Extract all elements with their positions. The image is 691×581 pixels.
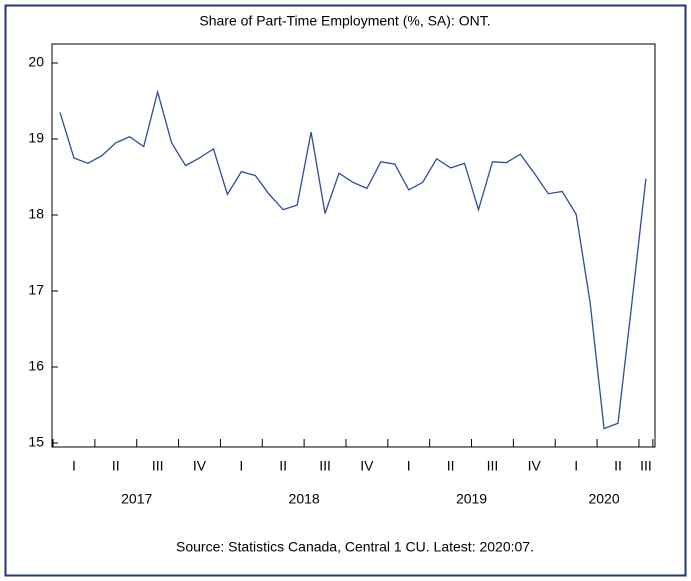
y-tick-label: 18 <box>28 206 44 222</box>
series-line <box>59 89 647 430</box>
x-tick-label: II <box>447 458 455 474</box>
source-note: Source: Statistics Canada, Central 1 CU.… <box>176 539 534 555</box>
year-label: 2019 <box>456 491 487 507</box>
x-tick-label: II <box>112 458 120 474</box>
x-tick-label: IV <box>528 458 542 474</box>
year-label: 2020 <box>588 491 619 507</box>
y-tick-label: 16 <box>28 358 44 374</box>
x-tick-label: III <box>319 458 331 474</box>
y-tick-label: 17 <box>28 282 44 298</box>
x-tick-label: IV <box>193 458 207 474</box>
x-tick-label: III <box>640 458 652 474</box>
x-tick-label: IV <box>360 458 374 474</box>
x-tick-label: I <box>239 458 243 474</box>
x-tick-label: I <box>574 458 578 474</box>
x-tick-label: I <box>407 458 411 474</box>
y-tick-label: 20 <box>28 54 44 70</box>
x-tick-label: III <box>152 458 164 474</box>
y-tick-label: 15 <box>28 434 44 450</box>
year-label: 2018 <box>289 491 320 507</box>
x-tick-label: III <box>487 458 499 474</box>
x-tick-label: I <box>72 458 76 474</box>
plot-frame <box>51 43 656 448</box>
y-tick-label: 19 <box>28 130 44 146</box>
chart-title: Share of Part-Time Employment (%, SA): O… <box>199 13 490 29</box>
chart-frame <box>4 4 687 577</box>
year-label: 2017 <box>121 491 152 507</box>
x-tick-label: II <box>279 458 287 474</box>
x-tick-label: II <box>614 458 622 474</box>
